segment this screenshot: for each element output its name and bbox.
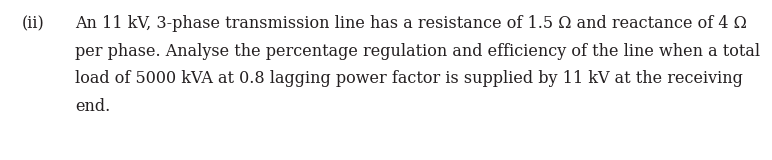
Text: per phase. Analyse the percentage regulation and efficiency of the line when a t: per phase. Analyse the percentage regula…: [75, 43, 760, 60]
Text: (ii): (ii): [22, 15, 45, 32]
Text: end.: end.: [75, 97, 110, 115]
Text: load of 5000 kVA at 0.8 lagging power factor is supplied by 11 kV at the receivi: load of 5000 kVA at 0.8 lagging power fa…: [75, 70, 743, 87]
Text: An 11 kV, 3-phase transmission line has a resistance of 1.5 Ω and reactance of 4: An 11 kV, 3-phase transmission line has …: [75, 15, 747, 32]
